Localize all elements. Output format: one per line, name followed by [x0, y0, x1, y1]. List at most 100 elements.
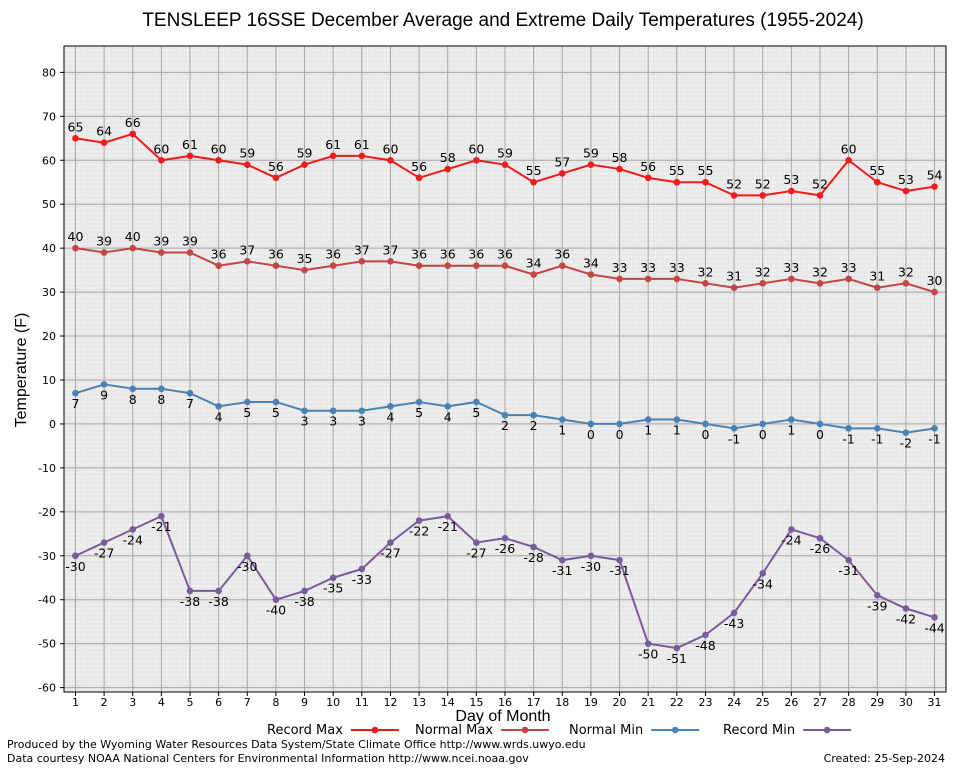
data-label: -38 [180, 594, 200, 609]
data-label: 36 [554, 247, 570, 262]
data-label: 33 [841, 260, 857, 275]
data-label: 33 [640, 260, 656, 275]
data-label: 65 [68, 119, 84, 134]
data-label: -27 [380, 546, 400, 561]
data-point [301, 266, 308, 274]
data-label: 37 [354, 242, 370, 257]
data-label: 0 [587, 427, 595, 442]
x-tick-label: 14 [441, 696, 455, 709]
data-point [816, 534, 824, 542]
data-point [243, 552, 251, 560]
data-point [788, 187, 795, 195]
data-label: 37 [239, 242, 255, 257]
data-point [186, 249, 194, 256]
data-point [702, 178, 709, 186]
data-point [72, 552, 79, 560]
data-label: 56 [268, 159, 284, 174]
data-point [158, 512, 165, 520]
data-label: -43 [724, 616, 744, 631]
y-tick-label: 0 [49, 418, 56, 431]
series-record-min: -30-27-24-21-38 -38-30-40-38-35-33-27-22-… [65, 512, 945, 666]
data-point [558, 556, 566, 564]
data-label: 53 [898, 172, 914, 187]
legend-swatch-marker [371, 726, 379, 734]
data-point [501, 161, 509, 168]
data-point [673, 644, 681, 652]
data-point [931, 425, 938, 432]
data-label: 1 [558, 423, 566, 438]
data-point [616, 420, 623, 428]
data-label: -48 [695, 638, 715, 653]
y-tick-label: 40 [42, 242, 56, 255]
data-label: 61 [182, 137, 198, 152]
series-record-max: 65 64 66 60 61 60 59 56 59 61 61 60 56 58 60 59 55 57 59 58… [68, 115, 943, 199]
series-normal-min: 7 9 8 8 7 4 5 5 3 3 3 4 5 4 5 2 2 1 0 0 1 1 0 -1 0 1 0 -1 -1 -2 -1 [71, 381, 941, 451]
data-label: -35 [323, 581, 343, 596]
data-label: 39 [153, 234, 169, 249]
legend: Record Max Normal Max Normal Min Record Min [267, 723, 852, 738]
data-point [558, 416, 566, 423]
x-tick-label: 25 [756, 696, 770, 709]
data-point [129, 385, 137, 393]
data-point [530, 411, 537, 419]
data-label: 60 [841, 141, 857, 156]
data-point [902, 605, 910, 612]
y-tick-label: 60 [42, 154, 56, 167]
x-tick-label: 7 [244, 696, 251, 709]
data-point [530, 178, 537, 186]
x-tick-label: 18 [555, 696, 569, 709]
data-label: -30 [65, 559, 85, 574]
x-tick-label: 17 [527, 696, 541, 709]
data-point [759, 570, 767, 577]
data-point [301, 161, 308, 168]
data-point [730, 425, 738, 432]
data-point [759, 192, 767, 199]
data-label: -30 [581, 559, 601, 574]
data-point [788, 526, 795, 533]
x-axis-label: Day of Month [455, 708, 550, 725]
legend-label: Normal Max [415, 723, 493, 738]
data-point [72, 244, 79, 252]
data-point [158, 249, 165, 256]
x-tick-label: 27 [813, 696, 827, 709]
data-point [329, 574, 337, 582]
data-label: -27 [94, 546, 114, 561]
data-point [186, 152, 194, 160]
data-label: 36 [468, 247, 484, 262]
data-point [873, 178, 881, 186]
data-point [473, 539, 480, 546]
data-label: 55 [698, 163, 714, 178]
data-label: -24 [781, 532, 801, 547]
data-point [100, 249, 108, 256]
data-point [587, 552, 595, 560]
data-point [644, 174, 652, 182]
data-point [129, 526, 137, 533]
legend-item: Record Max [267, 723, 399, 738]
data-label: 8 [157, 392, 165, 407]
data-point [845, 425, 852, 432]
legend-label: Record Min [723, 723, 795, 738]
x-tick-label: 22 [670, 696, 684, 709]
data-point [759, 280, 767, 287]
data-label: 40 [125, 229, 141, 244]
data-label: 0 [616, 427, 624, 442]
data-point [816, 280, 824, 287]
data-label: 52 [812, 176, 828, 191]
x-tick-label: 5 [187, 696, 194, 709]
data-point [501, 262, 509, 270]
data-label: -27 [466, 546, 486, 561]
data-point [358, 407, 366, 415]
y-tick-label: 80 [42, 66, 56, 79]
data-label: 0 [816, 427, 824, 442]
data-label: 3 [329, 414, 337, 429]
data-point [215, 262, 222, 270]
data-label: 5 [272, 405, 280, 420]
data-point [243, 161, 251, 168]
legend-label: Normal Min [569, 723, 643, 738]
footer-data-source: Data courtesy NOAA National Centers for … [7, 752, 529, 765]
data-label: 58 [440, 150, 456, 165]
data-label: 61 [354, 137, 370, 152]
data-label: -1 [842, 431, 854, 446]
data-point [215, 403, 222, 410]
data-point [415, 262, 423, 270]
